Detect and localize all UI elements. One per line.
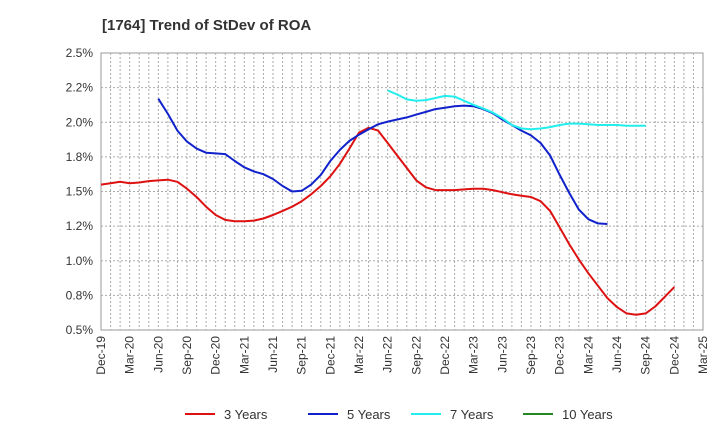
series-line-3-years [100,126,676,316]
legend-label: 3 Years [224,407,268,422]
grid [101,53,703,330]
y-tick-label: 1.2% [66,219,94,233]
x-tick-label: Dec-23 [553,336,567,375]
x-tick-label: Jun-22 [381,336,395,373]
x-tick-label: Dec-19 [94,336,108,375]
x-axis-ticks: Dec-19 Mar-20 Jun-20 Sep-20 Dec-20 Mar-21 Jun-… [94,336,710,375]
legend: 3 Years 5 Years 7 Years 10 Years [185,407,613,422]
y-axis-ticks: 0.5% 0.8% 1.0% 1.2% 1.5% 1.8% 2.0% 2.2% 2.5% [66,46,94,337]
x-tick-label: Dec-20 [209,336,223,375]
y-tick-label: 2.5% [66,46,94,60]
y-tick-label: 0.5% [66,323,94,337]
x-tick-label: Jun-23 [495,336,509,373]
series-lines [100,89,676,316]
x-tick-label: Sep-23 [524,336,538,375]
x-tick-label: Mar-24 [581,336,595,374]
y-tick-label: 0.8% [66,288,94,302]
x-tick-label: Sep-22 [409,336,423,375]
x-tick-label: Jun-21 [266,336,280,373]
x-tick-label: Dec-22 [438,336,452,375]
x-tick-label: Jun-24 [610,336,624,373]
x-tick-label: Sep-21 [295,336,309,375]
x-tick-label: Mar-25 [696,336,710,374]
series-line-7-years [387,89,646,131]
x-tick-label: Dec-21 [323,336,337,375]
x-tick-label: Mar-22 [352,336,366,374]
x-tick-label: Jun-20 [151,336,165,373]
y-tick-label: 1.8% [66,150,94,164]
x-tick-label: Mar-23 [467,336,481,374]
x-tick-label: Mar-21 [237,336,251,374]
legend-label: 7 Years [450,407,494,422]
x-tick-label: Mar-20 [123,336,137,374]
y-tick-label: 1.5% [66,185,94,199]
chart-title: [1764] Trend of StDev of ROA [102,17,311,34]
x-tick-label: Dec-24 [667,336,681,375]
legend-label: 10 Years [562,407,613,422]
y-tick-label: 2.0% [66,115,94,129]
x-tick-label: Sep-24 [639,336,653,375]
x-tick-label: Sep-20 [180,336,194,375]
y-tick-label: 2.2% [66,81,94,95]
legend-label: 5 Years [347,407,391,422]
y-tick-label: 1.0% [66,254,94,268]
series-line-5-years [157,98,608,225]
